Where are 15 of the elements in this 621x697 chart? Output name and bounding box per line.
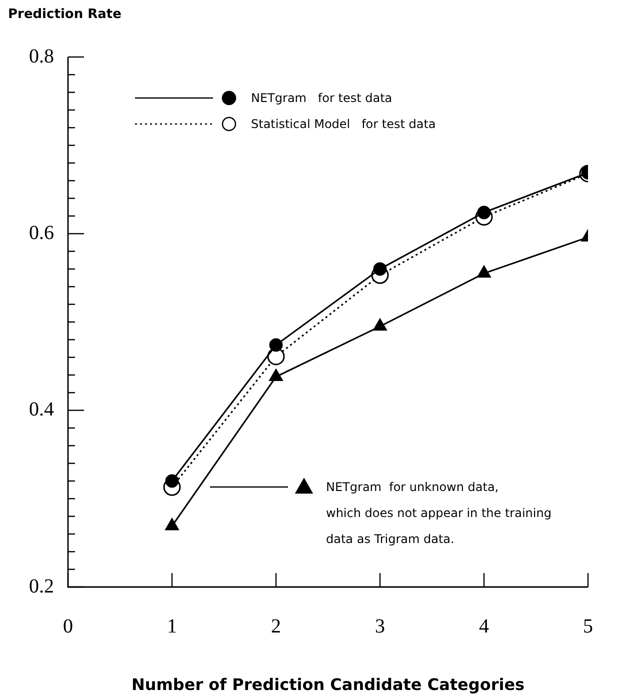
x-tick-label: 5 <box>583 615 593 638</box>
x-tick-label: 4 <box>479 615 489 638</box>
y-tick-label: 0.8 <box>29 45 54 68</box>
x-tick-label: 0 <box>63 615 73 638</box>
legend-label: NETgram for unknown data, which does not appear in the training data as Trigram data. <box>326 479 552 548</box>
y-axis-title: Prediction Rate <box>8 7 122 22</box>
y-tick-label: 0.2 <box>29 575 54 598</box>
x-axis-title: Number of Prediction Candidate Categories <box>131 675 525 694</box>
x-tick-label: 3 <box>375 615 385 638</box>
x-tick-label: 1 <box>167 615 177 638</box>
y-tick-label: 0.6 <box>29 222 54 244</box>
legend-label: NETgram for test data <box>251 90 392 107</box>
legend-label: Statistical Model for test data <box>251 116 436 133</box>
y-tick-label: 0.4 <box>29 398 54 421</box>
x-tick-label: 2 <box>271 615 281 638</box>
